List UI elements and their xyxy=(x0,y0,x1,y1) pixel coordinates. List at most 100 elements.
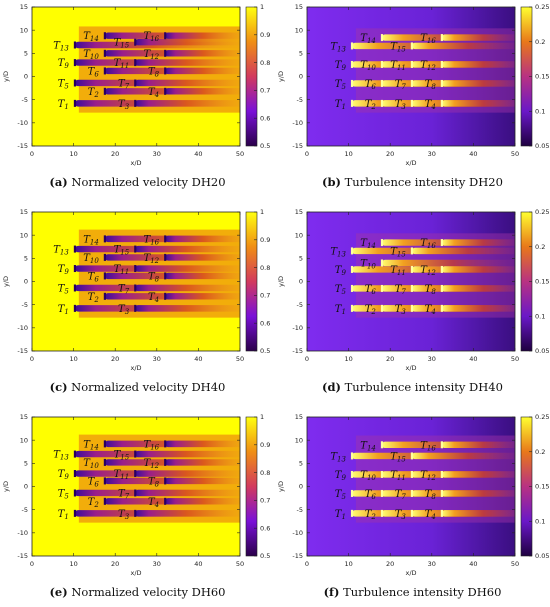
x-tick-label: 50 xyxy=(511,560,519,568)
wake-T16 xyxy=(165,440,240,448)
wake-T12 xyxy=(165,254,240,261)
rotor-T13 xyxy=(350,452,354,460)
caption-e-text: Normalized velocity DH60 xyxy=(67,585,226,599)
colorbar-tick-label: 0.6 xyxy=(260,319,270,327)
colorbar-tick-label: 0.8 xyxy=(260,59,270,67)
rotor-T8 xyxy=(440,489,443,497)
rotor-T5 xyxy=(350,284,354,292)
colorbar-tick-label: 0.5 xyxy=(260,552,270,560)
y-tick-label: -5 xyxy=(22,301,28,309)
x-tick-label: 10 xyxy=(69,355,77,363)
rotor-T9 xyxy=(350,470,354,478)
wake-T7 xyxy=(135,79,240,87)
chart-a: T1T5T9T13T2T6T10T14T3T7T11T15T4T8T12T160… xyxy=(2,3,270,167)
turbine-label-T4: T4 xyxy=(148,497,159,509)
y-tick-label: 15 xyxy=(20,208,28,216)
wake-T4 xyxy=(165,293,240,300)
x-tick-label: 40 xyxy=(469,150,477,158)
rotor-T2 xyxy=(380,304,384,312)
rotor-T3 xyxy=(410,509,414,517)
turbine-label-T3: T3 xyxy=(395,304,407,316)
rotor-T9 xyxy=(73,470,77,478)
colorbar-tick-label: 0.25 xyxy=(535,3,549,11)
colorbar-tick-label: 0.15 xyxy=(535,73,549,81)
rotor-T5 xyxy=(73,489,77,497)
wake-T7 xyxy=(135,489,240,497)
rotor-T11 xyxy=(410,60,414,68)
rotor-T14 xyxy=(103,235,106,243)
x-tick-label: 40 xyxy=(194,150,202,158)
x-axis-label: x/D xyxy=(130,159,141,167)
chart-panel-f: T1 T5 T9 T13 T2 T6 T10 T14 T3 T7 T11 T15 T4 T8 T12 T16 0… xyxy=(275,410,550,580)
chart-d: T1T5T9T13T2T6T10T14T3T7T11T15T4T8T12T160… xyxy=(277,208,549,372)
caption-b: (b) Turbulence intensity DH20 xyxy=(275,175,550,189)
colorbar-tick-label: 0.9 xyxy=(260,31,270,39)
caption-c-letter: (c) xyxy=(49,380,68,394)
caption-d-text: Turbulence intensity DH40 xyxy=(340,380,503,394)
y-tick-label: 5 xyxy=(24,460,28,468)
x-axis-label: x/D xyxy=(405,364,416,372)
turbine-label-T1: T1 xyxy=(335,304,346,316)
y-tick-label: -5 xyxy=(297,96,303,104)
colorbar-tick-label: 0.9 xyxy=(260,236,270,244)
rotor-T16 xyxy=(164,440,167,448)
wake-T12 xyxy=(165,50,240,57)
colorbar-tick-label: 0.15 xyxy=(535,278,549,286)
colorbar-tick-label: 0.05 xyxy=(535,552,549,560)
rotor-T11 xyxy=(410,470,414,478)
rotor-T8 xyxy=(164,67,167,75)
y-tick-label: 5 xyxy=(24,255,28,263)
rotor-T7 xyxy=(134,79,137,87)
y-tick-label: 10 xyxy=(295,231,303,239)
turbine-label-T5: T5 xyxy=(58,283,70,295)
rotor-T13 xyxy=(73,41,77,49)
turbine-label-T3: T3 xyxy=(118,509,130,521)
turbine-label-T8: T8 xyxy=(425,489,437,501)
rotor-T1 xyxy=(350,509,354,517)
turbine-label-T8: T8 xyxy=(148,476,160,488)
y-axis-label: y/D xyxy=(277,481,285,492)
turbine-label-T7: T7 xyxy=(118,488,130,500)
rotor-T4 xyxy=(440,509,443,517)
rotor-T4 xyxy=(440,99,443,107)
y-tick-label: -10 xyxy=(292,324,303,332)
rotor-T6 xyxy=(380,284,384,292)
rotor-T13 xyxy=(73,245,77,253)
rotor-T11 xyxy=(134,59,137,67)
rotor-T10 xyxy=(103,49,106,57)
wake-T8 xyxy=(441,490,515,497)
rotor-T7 xyxy=(134,489,137,497)
caption-b-text: Turbulence intensity DH20 xyxy=(340,175,503,189)
rotor-T16 xyxy=(440,34,443,42)
y-axis-label: y/D xyxy=(2,481,10,492)
y-tick-label: -15 xyxy=(292,347,303,355)
wake-T4 xyxy=(441,510,515,517)
x-tick-label: 10 xyxy=(344,560,352,568)
turbine-label-T13: T13 xyxy=(53,245,69,257)
rotor-T14 xyxy=(380,441,384,449)
rotor-T6 xyxy=(103,67,106,75)
x-tick-label: 30 xyxy=(153,560,161,568)
rotor-T13 xyxy=(350,42,354,50)
colorbar-tick-label: 0.7 xyxy=(260,87,270,95)
turbine-label-T7: T7 xyxy=(118,78,130,90)
y-tick-label: -10 xyxy=(17,529,28,537)
y-tick-label: 15 xyxy=(20,3,28,11)
colorbar-tick-label: 0.25 xyxy=(535,208,549,216)
caption-e: (e) Normalized velocity DH60 xyxy=(0,585,275,599)
caption-e-letter: (e) xyxy=(49,585,68,599)
rotor-T12 xyxy=(440,265,443,273)
turbine-label-T5: T5 xyxy=(58,488,70,500)
rotor-T7 xyxy=(134,284,137,292)
wake-band xyxy=(355,233,515,318)
chart-panel-a: T1 T5 T9 T13 T2 T6 T10 T14 T3 T7 T11 T15 T4 T8 T12 T16 0… xyxy=(0,0,275,170)
turbine-label-T4: T4 xyxy=(148,292,159,304)
turbine-label-T7: T7 xyxy=(395,284,407,296)
y-tick-label: -15 xyxy=(292,552,303,560)
turbine-label-T15: T15 xyxy=(114,245,130,257)
turbine-label-T2: T2 xyxy=(88,497,100,509)
turbine-label-T1: T1 xyxy=(58,509,69,521)
caption-a-letter: (a) xyxy=(49,175,68,189)
turbine-label-T1: T1 xyxy=(58,99,69,111)
wake-T4 xyxy=(441,305,515,312)
